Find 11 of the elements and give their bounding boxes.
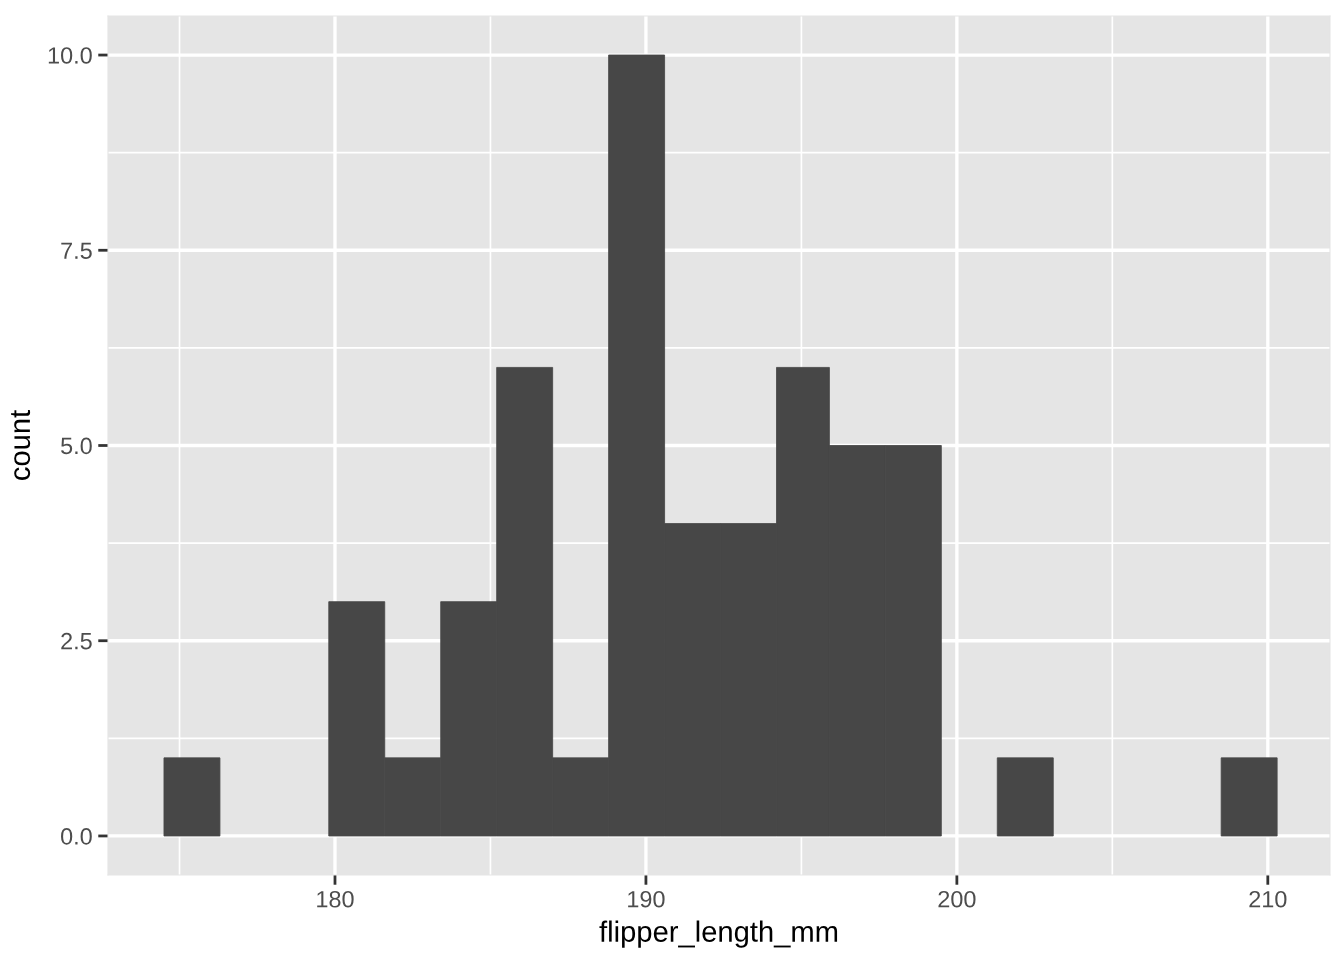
y-tick-label: 5.0: [61, 437, 92, 455]
x-tick-label: 200: [938, 890, 976, 908]
y-tick-label: 10.0: [48, 47, 92, 64]
x-axis-title: flipper_length_mm: [599, 920, 838, 948]
y-tick-label: 0.0: [61, 828, 92, 845]
x-tick-label: 180: [317, 890, 354, 908]
x-tick-label: 210: [1249, 890, 1287, 908]
x-tick-label: 190: [628, 890, 665, 908]
y-tick-label: 7.5: [61, 242, 92, 260]
y-tick-label: 2.5: [61, 632, 92, 650]
y-axis-title: count: [11, 410, 31, 480]
